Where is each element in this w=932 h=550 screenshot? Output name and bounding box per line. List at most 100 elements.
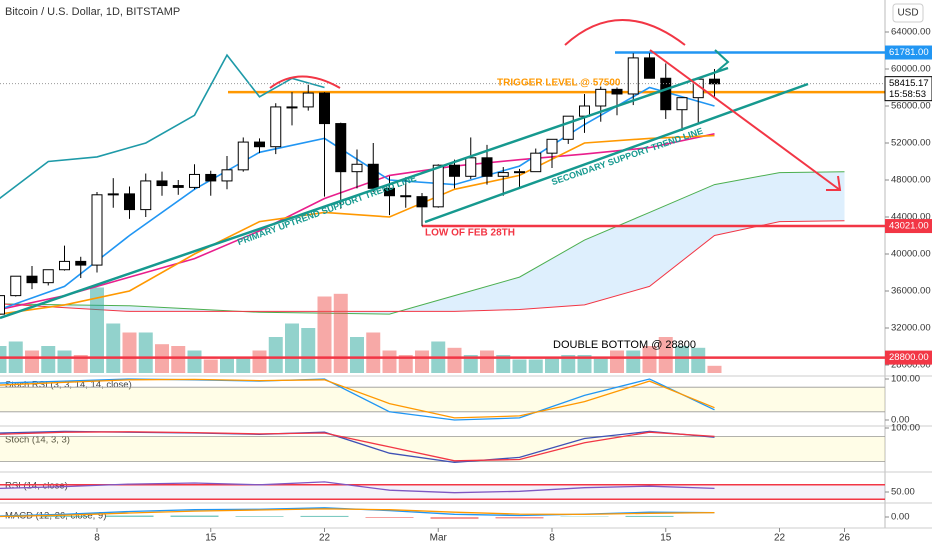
volume-bar [41, 346, 56, 373]
candle-body [59, 260, 70, 271]
y-tick-label: 56000.00 [891, 101, 931, 112]
histogram-bar [365, 517, 414, 518]
candle-body [319, 92, 330, 125]
level-tag [885, 45, 932, 60]
pane-title: Stoch RSI (3, 3, 14, 14, close) [5, 380, 132, 391]
x-tick-label: Mar [430, 533, 448, 544]
volume-bar [610, 350, 624, 373]
candle-body [156, 180, 168, 187]
volume-bar [0, 346, 7, 373]
indicator-line [0, 378, 715, 419]
x-tick-label: 22 [774, 533, 786, 544]
candle-body [270, 106, 282, 148]
band-fill [0, 387, 885, 412]
candle-body [676, 97, 688, 111]
volume-bar [203, 359, 218, 373]
last-price-tag [884, 76, 932, 102]
y-tick-label: 50.00 [891, 487, 915, 498]
drawings [0, 19, 842, 320]
x-tick-label: 8 [94, 533, 100, 544]
candle-body [75, 260, 87, 266]
volume-bar [171, 346, 186, 373]
candle-body [465, 157, 477, 177]
candle-body [0, 295, 5, 315]
currency-button[interactable] [892, 3, 924, 23]
candle-body [367, 163, 379, 189]
annotation: LOW OF FEB 28TH [425, 228, 515, 239]
y-tick-label: 64000.00 [891, 27, 931, 38]
candle-body [530, 152, 542, 173]
y-tick-label: 40000.00 [891, 249, 931, 260]
volume-bar [545, 356, 559, 373]
candle-body [26, 275, 38, 284]
candle-body [481, 157, 493, 177]
last-price: 58415.17 [889, 78, 929, 89]
volume-bar [122, 332, 137, 373]
candle-body [449, 164, 460, 177]
histogram-bar [430, 517, 479, 520]
candle-body [254, 141, 265, 148]
volume-bar [187, 350, 202, 373]
chart-title: Bitcoin / U.S. Dollar, 1D, BITSTAMP [5, 6, 180, 18]
x-tick-label: 22 [319, 533, 331, 544]
indicator-line [0, 431, 715, 462]
volume-bar [707, 365, 722, 373]
volume-bar [447, 347, 462, 373]
x-tick-label: 15 [660, 533, 672, 544]
volume-bar [577, 355, 592, 373]
candle-body [351, 163, 363, 173]
level-tag [885, 350, 932, 365]
candle-body [514, 171, 525, 174]
volume-bar [57, 350, 72, 373]
candle-body [286, 106, 298, 109]
arrow-head [714, 49, 730, 73]
x-tick-label: 8 [549, 533, 555, 544]
indicator-line [0, 134, 715, 315]
countdown: 15:58:53 [889, 89, 926, 100]
volume-bar [25, 350, 39, 373]
indicator-line [0, 508, 715, 518]
y-tick-label: 60000.00 [891, 64, 931, 75]
volume-bar [285, 323, 299, 373]
cloud-fill [0, 171, 845, 315]
volume-bar [220, 356, 234, 373]
volume-bar [301, 328, 316, 373]
volume-bar [675, 346, 689, 373]
volume-bar [415, 350, 429, 373]
level-label: 43021.00 [889, 221, 929, 232]
arc [564, 19, 686, 46]
y-tick-label: 36000.00 [891, 286, 931, 297]
candle-body [627, 57, 639, 95]
y-tick-label: 28000.00 [891, 360, 931, 371]
candle-body [221, 169, 233, 182]
candle-body [400, 195, 412, 198]
volume-bar [333, 293, 348, 373]
annotation: TRIGGER LEVEL @ 57500 [497, 78, 621, 89]
cloud-span [0, 220, 845, 312]
volume-bar [73, 355, 88, 373]
trend-line [424, 82, 809, 224]
pane-title: RSI (14, close) [5, 481, 68, 492]
candle-body [416, 196, 428, 208]
histogram-bar [625, 515, 674, 517]
candle-body [595, 88, 607, 107]
histogram-bar [40, 516, 89, 517]
candle-body [189, 173, 200, 188]
candle-body [432, 164, 444, 208]
histogram-bar [235, 516, 284, 517]
level-tag [885, 219, 932, 234]
cloud-span [0, 171, 845, 315]
level-label: 61781.00 [889, 47, 929, 58]
volume-bar [138, 332, 153, 373]
candle-body [562, 115, 574, 140]
volume-bar [528, 359, 543, 373]
x-tick-label: 26 [839, 533, 851, 544]
candle-body [91, 194, 103, 266]
currency[interactable]: USD [897, 8, 918, 19]
band-fill [0, 436, 885, 462]
volume-bar [593, 356, 608, 373]
candle-body [384, 187, 395, 197]
y-tick-label: 52000.00 [891, 138, 931, 149]
